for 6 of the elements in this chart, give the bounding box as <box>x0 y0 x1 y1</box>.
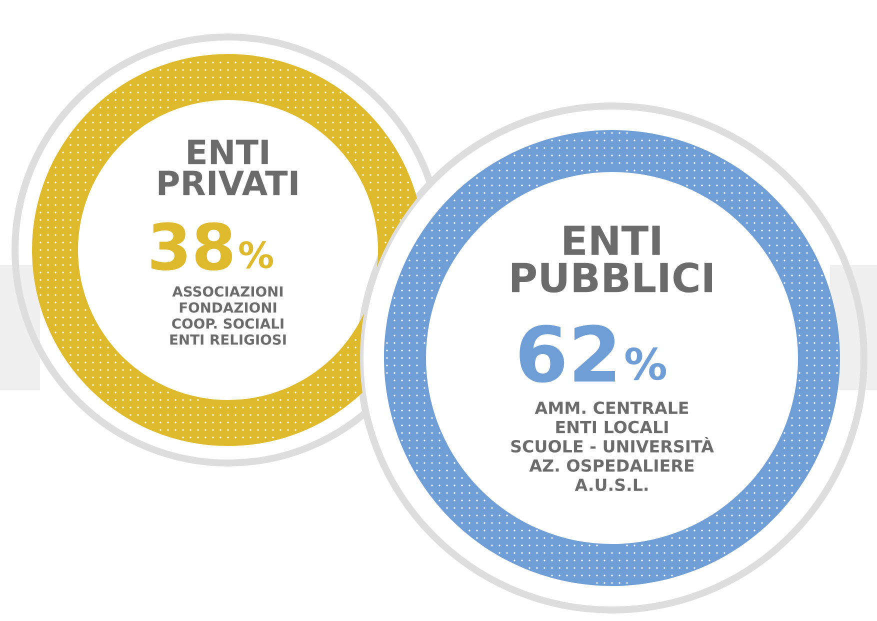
category-label: ENTI PRIVATI <box>158 140 298 196</box>
category-label: ENTI PUBBLICI <box>512 226 712 293</box>
data-label: 38% <box>151 222 274 271</box>
text: AMM. CENTRALE ENTI LOCALI SCUOLE - UNIVERSITÀ AZ. OSPEDALIERE A.U.S.L. <box>511 401 714 492</box>
text: ASSOCIAZIONI FONDAZIONI COOP. SOCIALI ENTI RELIGIOSI <box>170 286 286 345</box>
data-label: 62% <box>520 324 666 383</box>
